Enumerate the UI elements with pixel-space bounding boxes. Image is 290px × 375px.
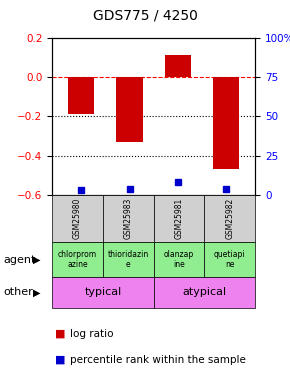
Text: agent: agent <box>3 255 35 265</box>
Text: GSM25982: GSM25982 <box>225 198 234 239</box>
Bar <box>213 77 240 170</box>
Text: GSM25980: GSM25980 <box>73 198 82 239</box>
Text: chlorprom
azine: chlorprom azine <box>58 250 97 269</box>
Text: ■: ■ <box>55 329 66 339</box>
Text: quetiapi
ne: quetiapi ne <box>214 250 246 269</box>
Text: percentile rank within the sample: percentile rank within the sample <box>70 355 245 365</box>
Text: typical: typical <box>84 287 122 297</box>
Text: GSM25983: GSM25983 <box>124 198 133 239</box>
Text: ■: ■ <box>55 355 66 365</box>
Text: ▶: ▶ <box>33 287 41 297</box>
Text: GSM25981: GSM25981 <box>175 198 184 239</box>
Bar <box>116 77 143 142</box>
Bar <box>68 77 95 114</box>
Text: ▶: ▶ <box>33 255 41 265</box>
Text: atypical: atypical <box>182 287 226 297</box>
Text: olanzap
ine: olanzap ine <box>164 250 194 269</box>
Text: log ratio: log ratio <box>70 329 113 339</box>
Text: GDS775 / 4250: GDS775 / 4250 <box>93 9 197 22</box>
Bar <box>165 55 191 77</box>
Text: other: other <box>3 287 33 297</box>
Text: thioridazin
e: thioridazin e <box>108 250 149 269</box>
